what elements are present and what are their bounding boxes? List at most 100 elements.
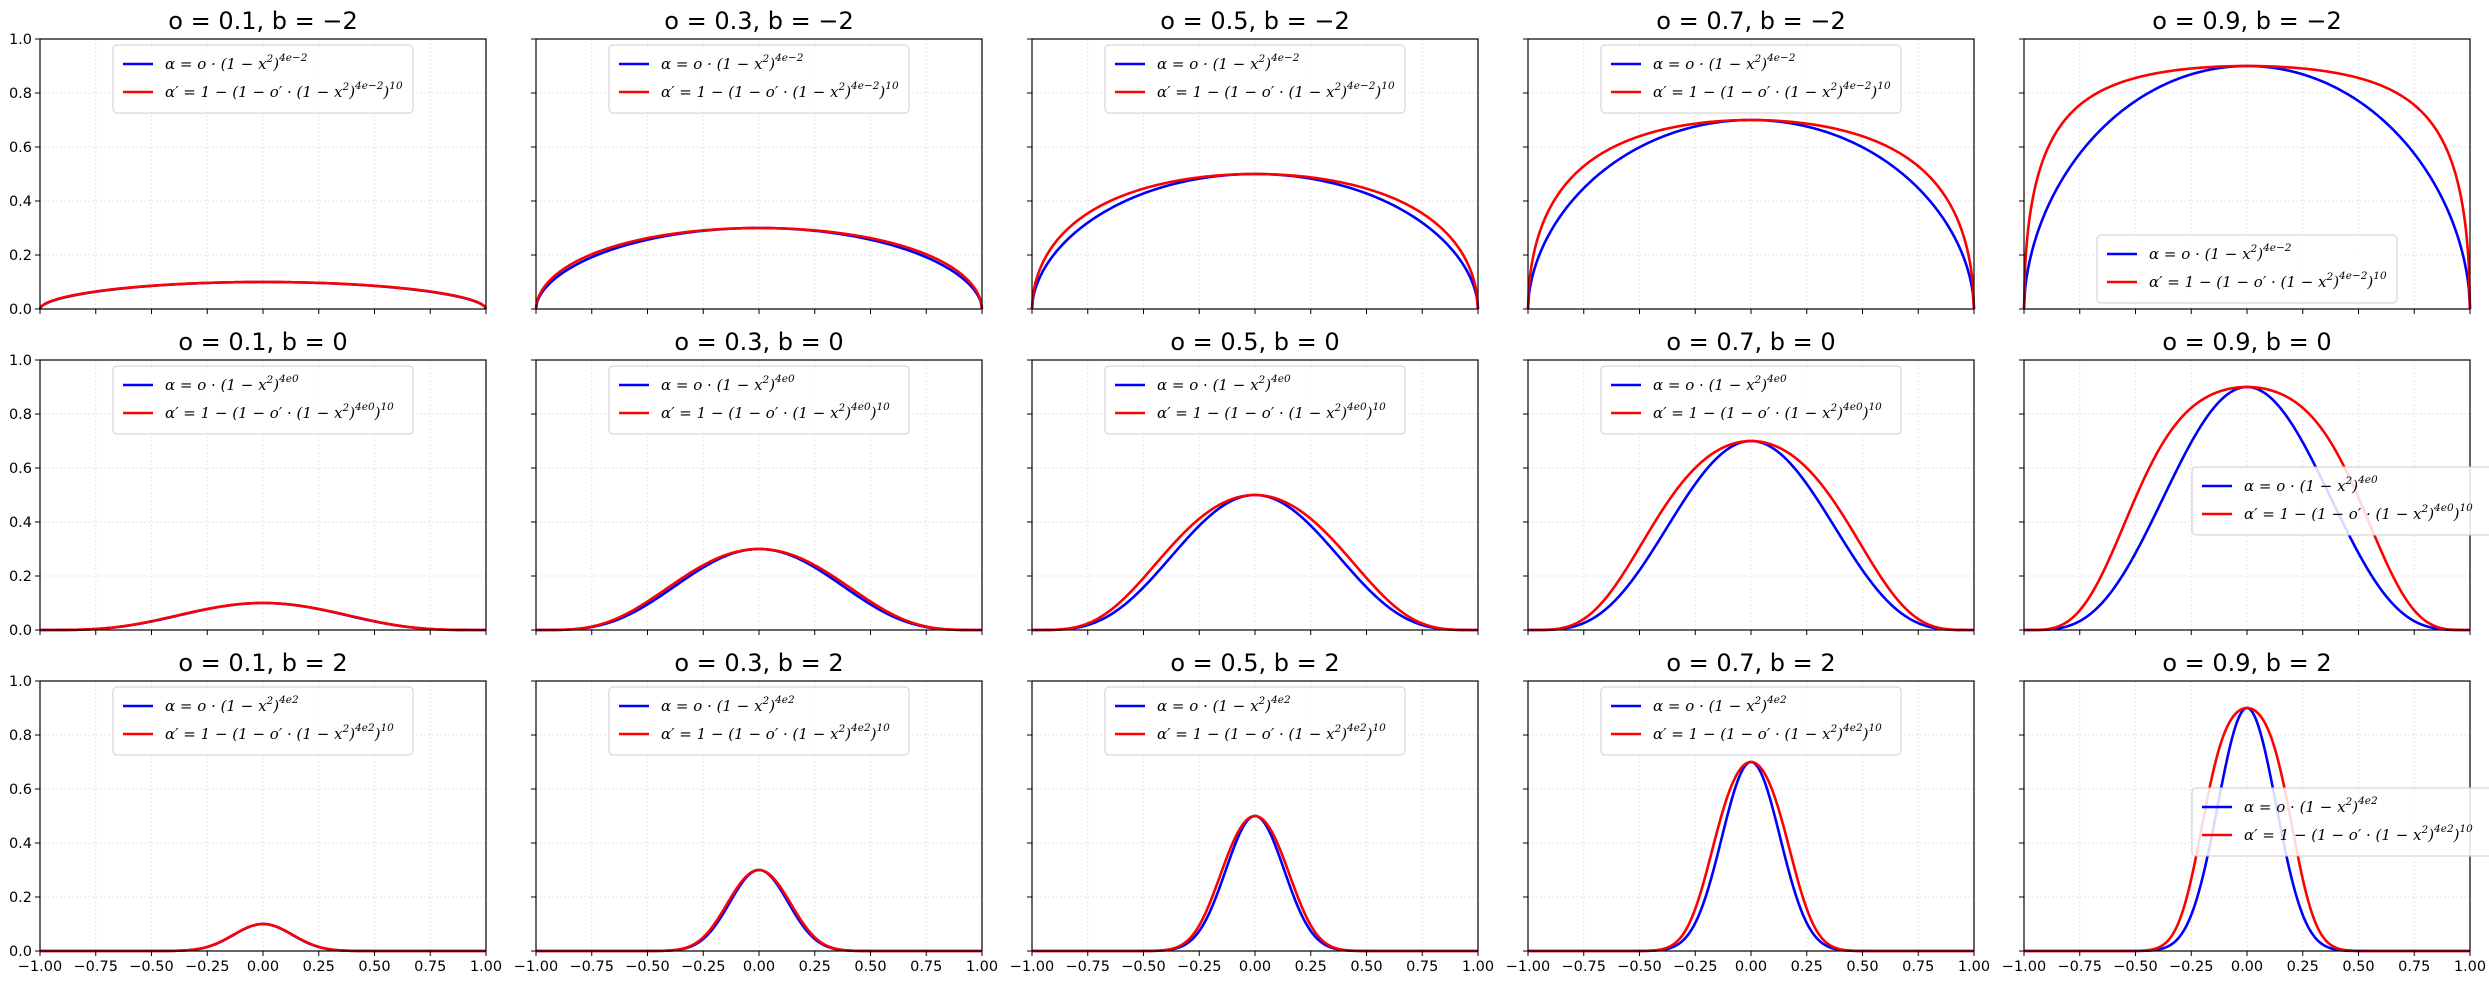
subplot: o = 0.7, b = 2 −1.00 −0.75 −0.50 −0.25 0.00 0.… xyxy=(1506,649,1990,975)
x-tick-label: −0.75 xyxy=(570,959,614,975)
legend-label-alpha: α = o · (1 − x2)4e2 xyxy=(1653,694,1787,715)
legend-label-alpha: α = o · (1 − x2)4e0 xyxy=(2244,474,2378,495)
x-tick-label: 1.00 xyxy=(966,959,998,975)
legend-label-alpha_prime: α′ = 1 − (1 − o′ · (1 − x2)4e0)10 xyxy=(2244,502,2473,523)
subplot-title: o = 0.1, b = 0 xyxy=(178,328,347,356)
legend: α = o · (1 − x2)4e−2 α′ = 1 − (1 − o′ · (… xyxy=(1104,44,1406,114)
x-tick-label: −0.25 xyxy=(2169,959,2213,975)
legend-label-alpha: α = o · (1 − x2)4e−2 xyxy=(165,52,308,73)
y-tick-label: 0.6 xyxy=(9,461,32,477)
x-tick-label: 0.25 xyxy=(303,959,335,975)
y-tick-label: 0.8 xyxy=(9,407,32,423)
x-tick-label: −1.00 xyxy=(1506,959,1550,975)
subplot-title: o = 0.5, b = 0 xyxy=(1170,328,1339,356)
subplot: o = 0.7, b = −2 α = o · (1 − x2)4e−2 α′ = … xyxy=(1523,7,1976,314)
subplot: o = 0.5, b = −2 α = o · (1 − x2)4e−2 α′ = … xyxy=(1027,7,1480,314)
y-tick-label: 0.0 xyxy=(9,944,32,960)
x-tick-label: 0.00 xyxy=(2231,959,2263,975)
y-tick-label: 0.8 xyxy=(9,728,32,744)
x-tick-label: 0.75 xyxy=(2398,959,2430,975)
x-tick-label: −0.75 xyxy=(1562,959,1606,975)
x-tick-label: 0.50 xyxy=(1350,959,1382,975)
legend-box xyxy=(608,44,910,114)
y-tick-label: 1.0 xyxy=(9,32,32,48)
x-tick-label: 0.75 xyxy=(1406,959,1438,975)
y-tick-label: 0.6 xyxy=(9,140,32,156)
y-tick-label: 0.6 xyxy=(9,782,32,798)
legend: α = o · (1 − x2)4e2 α′ = 1 − (1 − o′ · (1… xyxy=(112,686,414,756)
legend-label-alpha_prime: α′ = 1 − (1 − o′ · (1 − x2)4e2)10 xyxy=(1653,722,1882,743)
x-tick-label: 0.00 xyxy=(743,959,775,975)
legend-label-alpha_prime: α′ = 1 − (1 − o′ · (1 − x2)4e2)10 xyxy=(2244,823,2473,844)
x-tick-label: −0.50 xyxy=(129,959,173,975)
legend-box xyxy=(2191,466,2489,536)
subplot: o = 0.1, b = −2 0.0 0.2 0.4 0.6 0.8 1.0 α = o ·… xyxy=(9,7,488,318)
x-tick-label: 0.50 xyxy=(2342,959,2374,975)
legend-label-alpha_prime: α′ = 1 − (1 − o′ · (1 − x2)4e0)10 xyxy=(1157,401,1386,422)
y-tick-label: 1.0 xyxy=(9,674,32,690)
x-tick-label: 1.00 xyxy=(1958,959,1990,975)
legend: α = o · (1 − x2)4e2 α′ = 1 − (1 − o′ · (1… xyxy=(1104,686,1406,756)
legend: α = o · (1 − x2)4e2 α′ = 1 − (1 − o′ · (1… xyxy=(2191,787,2489,857)
legend-box xyxy=(608,686,910,756)
series-line-alpha_prime xyxy=(1526,118,1976,310)
subplot: o = 0.5, b = 2 −1.00 −0.75 −0.50 −0.25 0.00 0.… xyxy=(1010,649,1494,975)
x-tick-label: 0.00 xyxy=(1735,959,1767,975)
legend-label-alpha: α = o · (1 − x2)4e0 xyxy=(661,373,795,394)
legend-label-alpha: α = o · (1 − x2)4e0 xyxy=(1157,373,1291,394)
series-line-alpha_prime xyxy=(1030,172,1480,310)
subplot: o = 0.9, b = −2 α = o · (1 − x2)4e−2 α′ = … xyxy=(2019,7,2472,314)
y-tick-label: 1.0 xyxy=(9,353,32,369)
x-tick-label: −0.25 xyxy=(1177,959,1221,975)
subplot-title: o = 0.7, b = 0 xyxy=(1666,328,1835,356)
series-line-alpha_prime xyxy=(535,547,983,632)
legend-label-alpha: α = o · (1 − x2)4e2 xyxy=(165,694,299,715)
legend-label-alpha_prime: α′ = 1 − (1 − o′ · (1 − x2)4e−2)10 xyxy=(165,80,403,101)
x-tick-label: 1.00 xyxy=(470,959,502,975)
series-line-alpha_prime xyxy=(534,226,984,310)
legend-box xyxy=(1600,365,1902,435)
legend-label-alpha: α = o · (1 − x2)4e2 xyxy=(661,694,795,715)
legend: α = o · (1 − x2)4e0 α′ = 1 − (1 − o′ · (1… xyxy=(1600,365,1902,435)
subplot-title: o = 0.7, b = −2 xyxy=(1656,7,1845,35)
legend-box xyxy=(1104,365,1406,435)
legend-label-alpha: α = o · (1 − x2)4e−2 xyxy=(661,52,804,73)
x-tick-label: −1.00 xyxy=(514,959,558,975)
x-tick-label: 0.75 xyxy=(1902,959,1934,975)
legend-box xyxy=(1600,44,1902,114)
legend: α = o · (1 − x2)4e−2 α′ = 1 − (1 − o′ · (… xyxy=(608,44,910,114)
subplot: o = 0.1, b = 2 0.0 0.2 0.4 0.6 0.8 1.0 −1.00 −0.… xyxy=(9,649,502,975)
subplot-title: o = 0.1, b = 2 xyxy=(178,649,347,677)
x-tick-label: −0.75 xyxy=(1066,959,1110,975)
legend-box xyxy=(1600,686,1902,756)
series-line-alpha_prime xyxy=(2022,64,2472,310)
x-tick-label: 0.50 xyxy=(854,959,886,975)
legend-label-alpha: α = o · (1 − x2)4e−2 xyxy=(1157,52,1300,73)
subplot-title: o = 0.9, b = 0 xyxy=(2162,328,2331,356)
subplot-title: o = 0.7, b = 2 xyxy=(1666,649,1835,677)
legend: α = o · (1 − x2)4e0 α′ = 1 − (1 − o′ · (1… xyxy=(112,365,414,435)
legend-label-alpha_prime: α′ = 1 − (1 − o′ · (1 − x2)4e2)10 xyxy=(1157,722,1386,743)
subplot: o = 0.5, b = 0 α = o · (1 − x2)4e0 α′ = 1 … xyxy=(1027,328,1479,635)
y-tick-label: 0.0 xyxy=(9,302,32,318)
x-tick-label: −0.50 xyxy=(625,959,669,975)
y-tick-label: 0.4 xyxy=(9,194,32,210)
x-tick-label: 0.00 xyxy=(1239,959,1271,975)
legend-label-alpha: α = o · (1 − x2)4e−2 xyxy=(1653,52,1796,73)
legend: α = o · (1 − x2)4e2 α′ = 1 − (1 − o′ · (1… xyxy=(1600,686,1902,756)
legend-label-alpha_prime: α′ = 1 − (1 − o′ · (1 − x2)4e−2)10 xyxy=(2149,270,2387,291)
subplot-title: o = 0.5, b = −2 xyxy=(1160,7,1349,35)
x-tick-label: −0.50 xyxy=(1121,959,1165,975)
legend: α = o · (1 − x2)4e−2 α′ = 1 − (1 − o′ · (… xyxy=(2096,234,2398,304)
x-tick-label: 0.25 xyxy=(2287,959,2319,975)
series-line-alpha_prime xyxy=(38,280,488,310)
subplot: o = 0.3, b = 0 α = o · (1 − x2)4e0 α′ = 1 … xyxy=(531,328,983,635)
x-tick-label: 1.00 xyxy=(2454,959,2486,975)
legend-box xyxy=(2096,234,2398,304)
y-tick-label: 0.4 xyxy=(9,836,32,852)
x-tick-label: −0.25 xyxy=(681,959,725,975)
x-tick-label: 0.75 xyxy=(910,959,942,975)
subplot: o = 0.9, b = 2 −1.00 −0.75 −0.50 −0.25 0.00 0.… xyxy=(2002,649,2489,975)
legend-label-alpha_prime: α′ = 1 − (1 − o′ · (1 − x2)4e−2)10 xyxy=(1653,80,1891,101)
